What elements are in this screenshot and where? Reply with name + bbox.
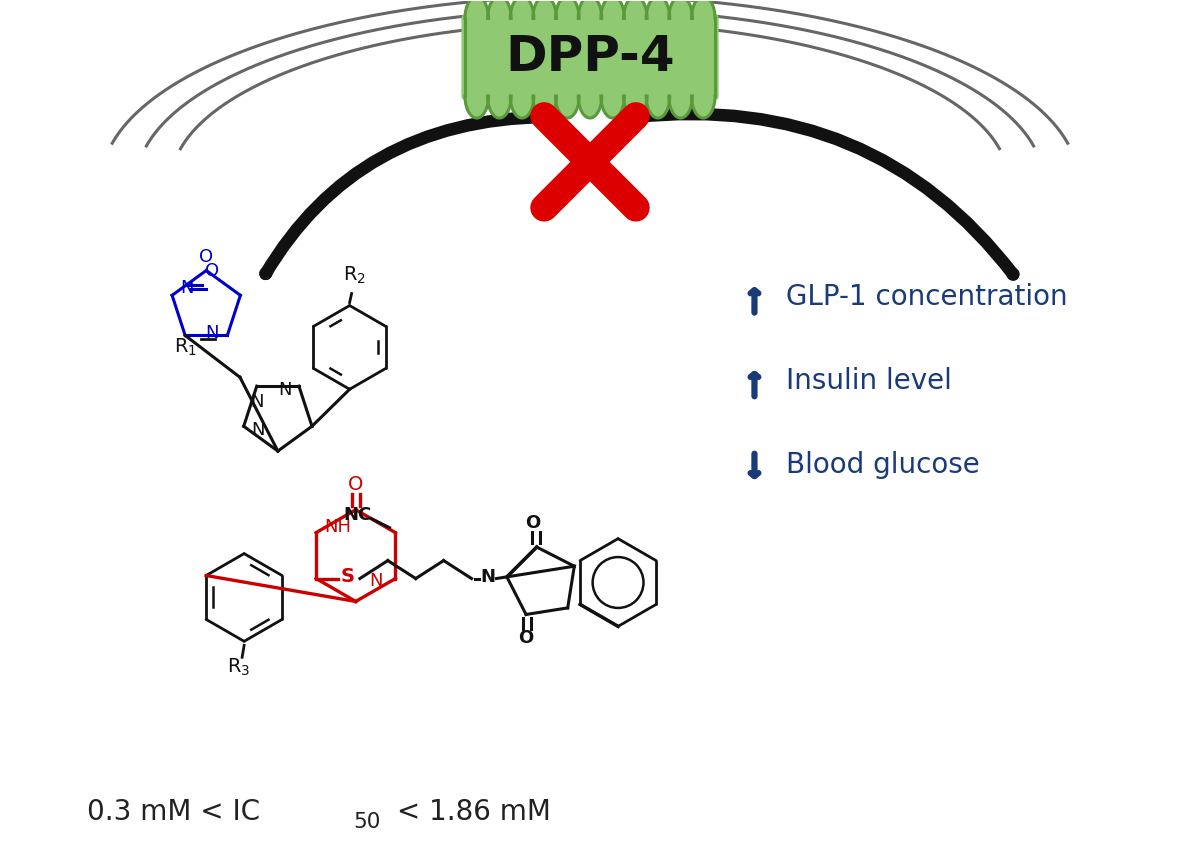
Text: N: N (250, 421, 265, 439)
Polygon shape (646, 0, 670, 18)
Text: N: N (279, 381, 292, 400)
Polygon shape (601, 0, 625, 18)
Polygon shape (533, 96, 556, 118)
Polygon shape (510, 96, 534, 118)
Text: R$_3$: R$_3$ (228, 657, 250, 678)
Text: R$_2$: R$_2$ (344, 264, 366, 286)
Text: O: O (526, 514, 541, 532)
FancyArrowPatch shape (635, 114, 1013, 275)
Text: GLP-1 concentration: GLP-1 concentration (787, 283, 1068, 312)
Polygon shape (624, 96, 647, 118)
Text: Blood glucose: Blood glucose (787, 451, 980, 479)
Text: N: N (181, 279, 194, 297)
FancyBboxPatch shape (462, 15, 718, 100)
Polygon shape (555, 0, 579, 18)
Polygon shape (579, 0, 602, 18)
Polygon shape (488, 96, 511, 118)
Text: N: N (368, 572, 383, 590)
Text: N: N (205, 325, 220, 343)
Text: O: O (518, 629, 534, 647)
Polygon shape (465, 96, 489, 118)
Polygon shape (465, 0, 489, 18)
Text: NH: NH (325, 517, 352, 536)
Text: R$_1$: R$_1$ (174, 337, 197, 358)
Polygon shape (668, 0, 692, 18)
Polygon shape (533, 0, 556, 18)
FancyArrowPatch shape (266, 117, 546, 274)
Polygon shape (668, 96, 692, 118)
Polygon shape (579, 96, 602, 118)
Polygon shape (555, 96, 579, 118)
Text: O: O (348, 475, 364, 494)
Text: < 1.86 mM: < 1.86 mM (387, 798, 550, 826)
Polygon shape (692, 96, 715, 118)
Polygon shape (692, 0, 715, 18)
Text: S: S (341, 567, 355, 586)
Polygon shape (488, 0, 511, 18)
Polygon shape (510, 0, 534, 18)
Polygon shape (601, 96, 625, 118)
Text: DPP-4: DPP-4 (505, 34, 674, 81)
Polygon shape (646, 96, 670, 118)
Text: Insulin level: Insulin level (787, 367, 952, 395)
Polygon shape (624, 0, 647, 18)
Text: N: N (479, 567, 495, 585)
Text: NC: NC (344, 505, 372, 523)
Text: O: O (200, 248, 214, 265)
Text: 50: 50 (354, 812, 381, 832)
Text: N: N (250, 393, 263, 411)
Text: 0.3 mM < IC: 0.3 mM < IC (86, 798, 260, 826)
Text: O: O (205, 263, 218, 281)
